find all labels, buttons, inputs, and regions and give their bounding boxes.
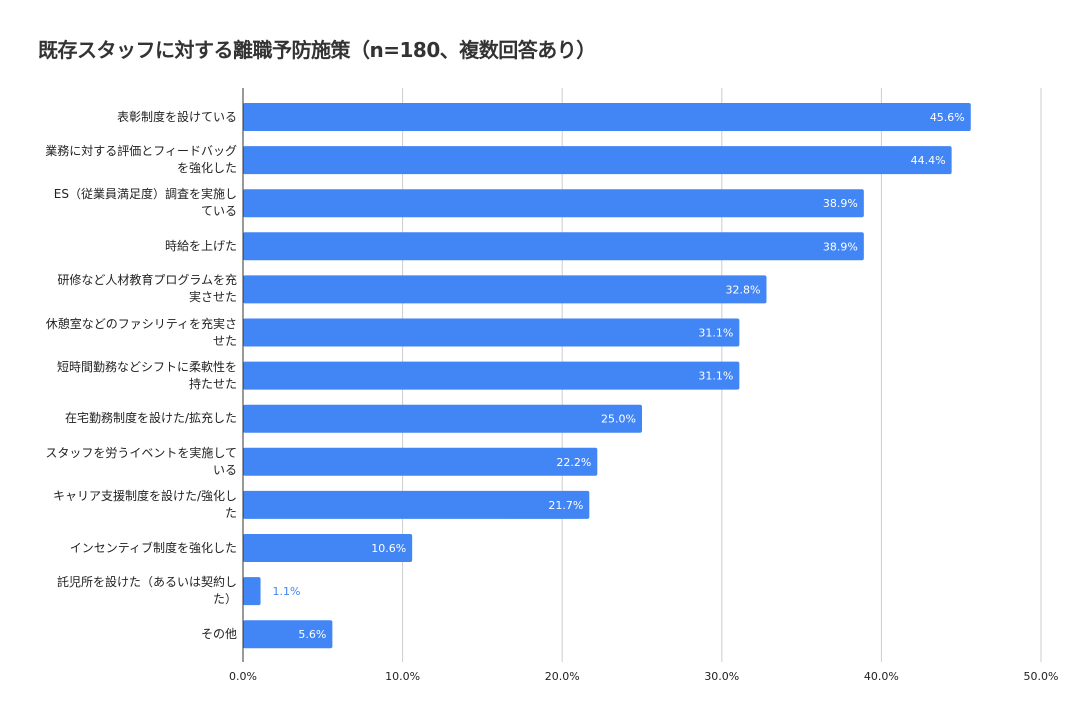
- category-label: 休憩室などのファシリティを充実させた: [37, 316, 237, 350]
- category-label-line: スタッフを労うイベントを実施して: [45, 445, 237, 460]
- category-label-line: 表彰制度を設けている: [116, 109, 237, 124]
- bar: [243, 318, 740, 347]
- bar: [243, 620, 333, 649]
- bar: [243, 146, 952, 175]
- bar: [243, 361, 740, 390]
- category-label: ES（従業員満足度）調査を実施している: [37, 186, 237, 220]
- category-label-line: を強化した: [176, 161, 237, 176]
- category-label-line: 研修など人材教育プログラムを充: [57, 273, 237, 288]
- category-label-line: いる: [212, 462, 237, 477]
- bar: [243, 534, 413, 562]
- category-label-line: ている: [200, 204, 237, 219]
- category-label: 時給を上げた: [37, 238, 237, 255]
- category-label-line: 託児所を設けた（あるいは契約し: [56, 575, 237, 590]
- category-label-line: 時給を上げた: [164, 238, 237, 253]
- data-label: 38.9%: [823, 197, 858, 210]
- data-label: 44.4%: [911, 154, 946, 167]
- data-label: 10.6%: [371, 542, 406, 555]
- category-label: インセンティブ制度を強化した: [37, 540, 237, 557]
- x-tick-label: 50.0%: [1024, 670, 1059, 683]
- bar: [243, 189, 864, 218]
- category-label-line: 短時間勤務などシフトに柔軟性を: [56, 359, 237, 374]
- category-label-line: 休憩室などのファシリティを充実さ: [45, 316, 237, 331]
- data-label: 45.6%: [930, 111, 965, 124]
- category-label: 短時間勤務などシフトに柔軟性を持たせた: [37, 359, 237, 393]
- data-label: 21.7%: [548, 499, 583, 512]
- bar: [243, 447, 598, 476]
- bar: [243, 232, 864, 261]
- data-label: 1.1%: [273, 585, 301, 598]
- x-tick-label: 30.0%: [704, 670, 739, 683]
- data-label: 31.1%: [698, 327, 733, 340]
- category-label: 業務に対する評価とフィードバッグを強化した: [37, 143, 237, 177]
- category-label-line: ES（従業員満足度）調査を実施し: [53, 187, 237, 202]
- data-label: 25.0%: [601, 413, 636, 426]
- chart-title: 既存スタッフに対する離職予防施策（n=180、複数回答あり）: [38, 38, 596, 62]
- category-label: 研修など人材教育プログラムを充実させた: [37, 272, 237, 306]
- data-label: 5.6%: [298, 628, 326, 641]
- category-label: スタッフを労うイベントを実施している: [37, 445, 237, 479]
- category-label-line: 持たせた: [188, 376, 237, 391]
- category-label: キャリア支援制度を設けた/強化した: [37, 488, 237, 522]
- category-label: 在宅勤務制度を設けた/拡充した: [37, 410, 237, 427]
- category-label-line: インセンティブ制度を強化した: [69, 540, 237, 555]
- bar: [243, 103, 971, 131]
- category-label-line: 在宅勤務制度を設けた/拡充した: [64, 411, 237, 426]
- data-label: 31.1%: [698, 370, 733, 383]
- category-label-line: 業務に対する評価とフィードバッグ: [45, 144, 237, 159]
- category-label: 託児所を設けた（あるいは契約した）: [37, 574, 237, 608]
- bar: [243, 275, 767, 304]
- x-tick-label: 10.0%: [385, 670, 420, 683]
- category-label-line: せた: [212, 333, 237, 348]
- data-label: 22.2%: [556, 456, 591, 469]
- x-tick-label: 0.0%: [229, 670, 257, 683]
- category-label-line: キャリア支援制度を設けた/強化し: [52, 488, 237, 503]
- data-label: 38.9%: [823, 240, 858, 253]
- x-tick-label: 40.0%: [864, 670, 899, 683]
- category-label-line: その他: [200, 626, 237, 641]
- category-label: 表彰制度を設けている: [37, 109, 237, 126]
- category-label-line: た）: [212, 592, 237, 607]
- category-label: その他: [37, 626, 237, 643]
- category-label-line: た: [224, 505, 237, 520]
- bar: [243, 404, 642, 433]
- category-label-line: 実させた: [188, 290, 237, 305]
- bar: [243, 490, 590, 519]
- data-label: 32.8%: [726, 283, 761, 296]
- x-tick-label: 20.0%: [545, 670, 580, 683]
- bar: [243, 577, 261, 606]
